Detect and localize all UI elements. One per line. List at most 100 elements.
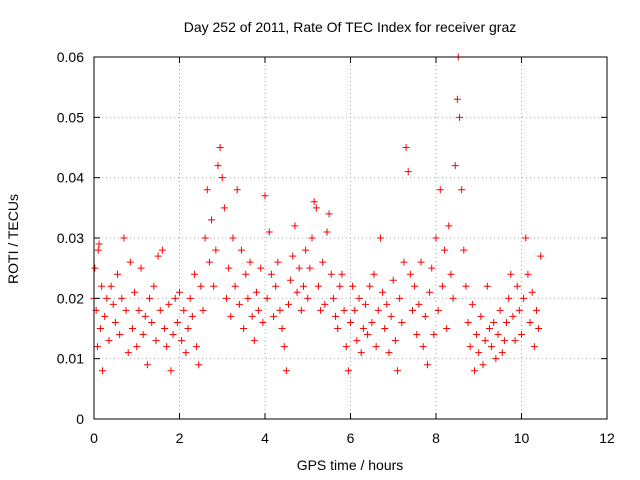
data-point [447,270,455,278]
data-point [456,113,464,121]
data-point [128,325,136,332]
data-point [404,168,412,176]
data-point [139,331,147,339]
data-point [485,325,493,332]
data-point [323,228,331,236]
data-point [299,282,307,290]
data-point [274,258,282,266]
data-point [428,264,436,272]
data-point [518,331,525,339]
data-point [391,337,399,345]
data-point [91,264,99,272]
data-point [212,246,220,254]
data-point [114,270,122,278]
data-point [361,300,369,308]
data-point [451,162,459,170]
data-point [178,337,186,345]
data-point [374,306,382,314]
data-point [293,288,301,296]
data-point [453,95,461,103]
data-point [368,318,376,326]
data-point [227,312,235,320]
data-point [131,288,139,296]
data-point [321,300,329,308]
data-point [148,318,156,326]
data-point [372,343,380,351]
data-point [498,349,506,357]
data-point [436,186,444,194]
data-point [242,270,250,278]
data-point [507,270,515,278]
x-tick-label: 2 [176,430,184,446]
data-point [342,343,350,351]
y-tick-label: 0 [76,411,84,427]
data-point [267,270,275,278]
data-point [214,162,222,170]
data-point [229,234,237,242]
data-point [133,343,141,351]
data-point [289,252,297,260]
data-point [188,312,196,320]
data-point [122,306,130,314]
data-point [240,325,248,332]
data-point [95,240,103,248]
data-point [259,318,267,326]
data-point [426,288,434,296]
data-point [143,361,151,369]
data-point [233,186,241,194]
data-point [272,282,280,290]
data-point [483,282,491,290]
data-point [98,282,106,290]
data-point [120,234,128,242]
chart-title: Day 252 of 2011, Rate Of TEC Index for r… [184,19,517,35]
data-point [406,270,414,278]
data-point [118,294,126,302]
data-point [477,312,485,320]
data-point [261,192,269,200]
data-point [349,282,357,290]
data-point [146,294,154,302]
data-point [252,288,260,296]
data-point [165,300,173,308]
y-tick-label: 0.01 [57,351,84,367]
data-point [218,174,226,182]
data-point [400,258,408,266]
data-point [383,300,391,308]
data-point [287,276,295,284]
data-point [297,306,305,314]
data-point [379,288,387,296]
data-point [126,258,134,266]
data-point [103,294,111,302]
data-point [182,349,190,357]
data-point [295,264,303,272]
data-point [137,264,145,272]
data-point [109,300,117,308]
y-tick-label: 0.04 [57,170,84,186]
data-point [347,318,354,326]
data-point [244,294,252,302]
data-point [438,282,446,290]
data-point [376,234,384,242]
data-point [334,325,342,332]
x-axis-label: GPS time / hours [297,457,404,473]
data-point [496,306,504,314]
data-point [205,258,213,266]
data-point [280,343,288,351]
data-point [505,294,513,302]
data-point [199,306,207,314]
data-point [135,306,143,314]
y-tick-label: 0.05 [57,109,84,125]
data-point [432,234,440,242]
data-point [167,367,175,375]
data-point [408,306,416,314]
data-point [306,264,314,272]
data-point [357,349,365,357]
data-point [423,361,431,369]
data-point [276,306,284,314]
data-point [312,204,320,212]
data-point [419,343,427,351]
data-point [462,282,470,290]
data-point [359,325,367,332]
data-point [355,294,363,302]
